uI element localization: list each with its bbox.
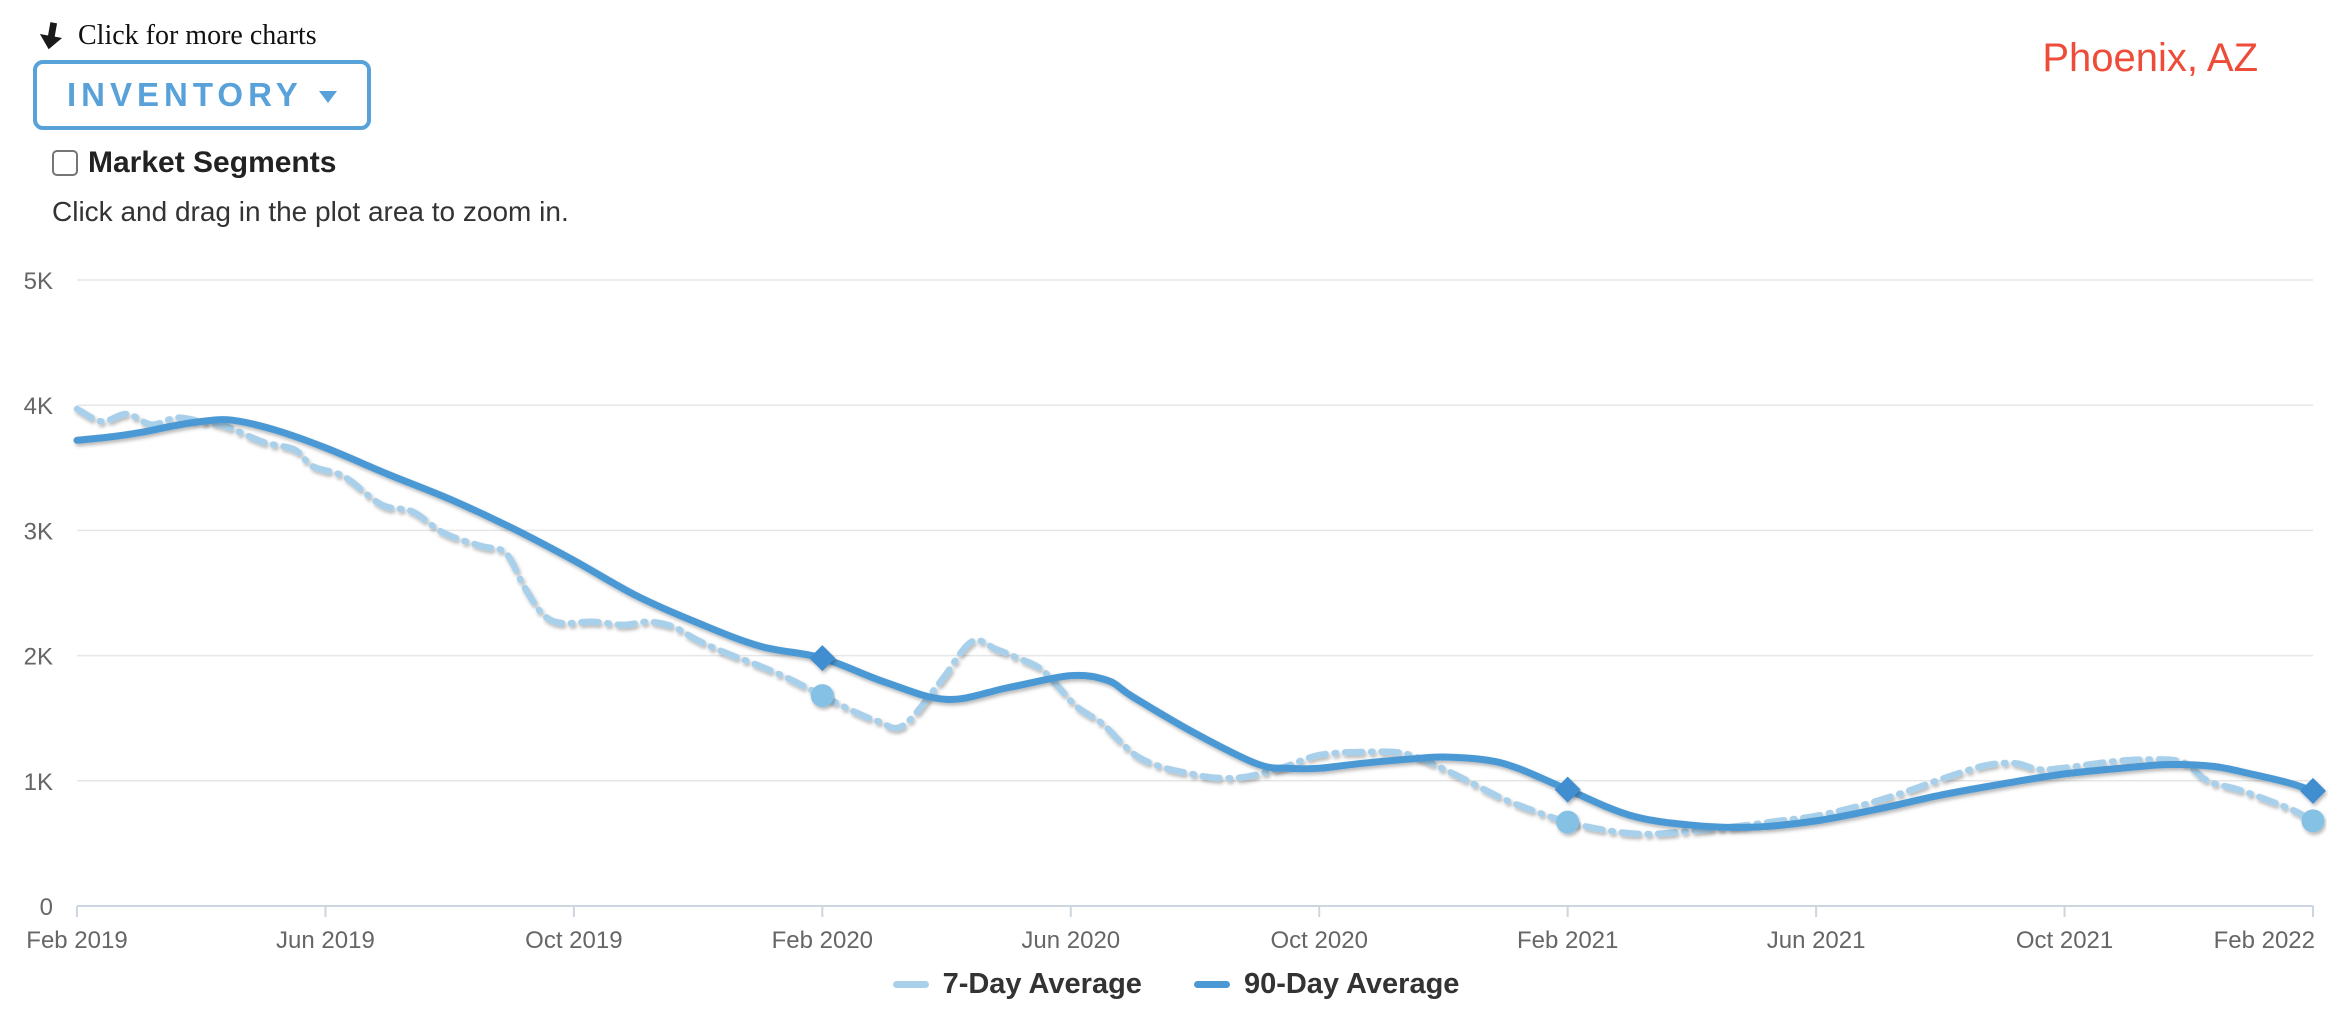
chart-legend: 7-Day Average 90-Day Average bbox=[0, 968, 2352, 1001]
90-day-marker-diamond[interactable] bbox=[809, 645, 836, 672]
y-axis-label: 4K bbox=[24, 393, 53, 420]
more-charts-label: Click for more charts bbox=[78, 20, 317, 51]
x-axis-label: Feb 2022 bbox=[2214, 927, 2315, 954]
7-day-average-line[interactable] bbox=[73, 405, 2317, 838]
y-axis-label: 0 bbox=[40, 894, 53, 921]
x-axis-label: Feb 2021 bbox=[1517, 927, 1618, 954]
y-axis-label: 2K bbox=[24, 644, 53, 671]
x-axis-label: Oct 2021 bbox=[2016, 927, 2113, 954]
legend-label-7-day: 7-Day Average bbox=[942, 968, 1142, 1000]
legend-item-90-day[interactable]: 90-Day Average bbox=[1193, 968, 1460, 1001]
inventory-dropdown[interactable]: INVENTORY bbox=[33, 60, 371, 130]
90-day-marker-diamond[interactable] bbox=[1554, 776, 1581, 803]
7-day-marker-circle[interactable] bbox=[810, 684, 834, 708]
legend-swatch-90-day bbox=[1193, 981, 1230, 988]
90-day-marker-diamond[interactable] bbox=[2300, 777, 2326, 804]
more-charts-link[interactable]: Click for more charts bbox=[36, 20, 317, 52]
x-axis-label: Feb 2020 bbox=[772, 927, 873, 954]
90-day-average-line[interactable] bbox=[73, 416, 2317, 831]
market-segments-label: Market Segments bbox=[88, 146, 337, 179]
x-axis-label: Oct 2020 bbox=[1271, 927, 1368, 954]
x-axis-label: Feb 2019 bbox=[26, 927, 127, 954]
plot-area[interactable] bbox=[77, 190, 2313, 906]
legend-label-90-day: 90-Day Average bbox=[1243, 968, 1460, 1000]
down-arrow-icon bbox=[39, 22, 63, 50]
market-segments-checkbox[interactable] bbox=[52, 150, 78, 176]
legend-swatch-7-day bbox=[892, 981, 929, 988]
y-axis-label: 3K bbox=[24, 518, 53, 545]
7-day-marker-circle[interactable] bbox=[2301, 809, 2325, 833]
x-axis-label: Oct 2019 bbox=[525, 927, 622, 954]
location-label: Phoenix, AZ bbox=[2042, 36, 2258, 80]
y-axis-label: 1K bbox=[24, 769, 53, 796]
caret-down-icon bbox=[318, 91, 337, 103]
inventory-dropdown-label: INVENTORY bbox=[67, 76, 303, 113]
market-segments-row[interactable]: Market Segments bbox=[52, 146, 336, 180]
y-axis-label: 5K bbox=[24, 268, 53, 295]
legend-item-7-day[interactable]: 7-Day Average bbox=[892, 968, 1142, 1001]
x-axis-label: Jun 2019 bbox=[276, 927, 375, 954]
x-axis-label: Jun 2020 bbox=[1021, 927, 1120, 954]
7-day-marker-circle[interactable] bbox=[1556, 810, 1580, 834]
x-axis-label: Jun 2021 bbox=[1767, 927, 1866, 954]
zoom-hint: Click and drag in the plot area to zoom … bbox=[52, 196, 569, 227]
